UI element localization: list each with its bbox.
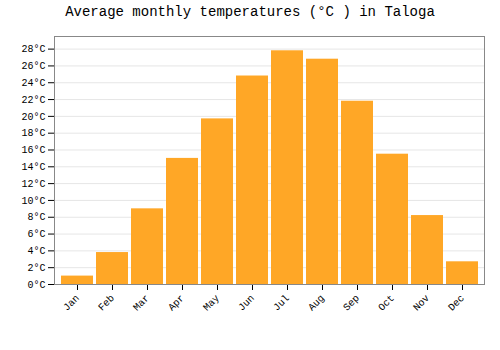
svg-text:Mar: Mar bbox=[131, 293, 152, 314]
svg-text:24°C: 24°C bbox=[21, 78, 45, 89]
svg-text:Apr: Apr bbox=[166, 293, 187, 314]
svg-text:Dec: Dec bbox=[446, 293, 467, 314]
svg-text:10°C: 10°C bbox=[21, 196, 45, 207]
svg-text:Sep: Sep bbox=[341, 293, 362, 314]
svg-text:Nov: Nov bbox=[411, 293, 432, 314]
svg-text:2°C: 2°C bbox=[27, 263, 45, 274]
svg-text:4°C: 4°C bbox=[27, 246, 45, 257]
svg-text:22°C: 22°C bbox=[21, 95, 45, 106]
svg-text:0°C: 0°C bbox=[27, 280, 45, 291]
svg-text:Feb: Feb bbox=[96, 293, 117, 314]
html-text:Average monthly temperatures (: Average monthly temperatures (°C ) in Ta… bbox=[65, 4, 435, 20]
svg-text:May: May bbox=[201, 293, 222, 314]
svg-text:12°C: 12°C bbox=[21, 179, 45, 190]
svg-text:16°C: 16°C bbox=[21, 145, 45, 156]
svg-text:Jan: Jan bbox=[61, 293, 82, 314]
svg-text:28°C: 28°C bbox=[21, 44, 45, 55]
svg-text:Jun: Jun bbox=[236, 293, 257, 314]
svg-text:6°C: 6°C bbox=[27, 229, 45, 240]
svg-text:Jul: Jul bbox=[271, 293, 292, 314]
svg-text:Aug: Aug bbox=[306, 293, 327, 314]
svg-text:26°C: 26°C bbox=[21, 61, 45, 72]
svg-text:14°C: 14°C bbox=[21, 162, 45, 173]
svg-text:Oct: Oct bbox=[376, 293, 397, 314]
svg-text:18°C: 18°C bbox=[21, 128, 45, 139]
svg-text:8°C: 8°C bbox=[27, 212, 45, 223]
svg-text:20°C: 20°C bbox=[21, 112, 45, 123]
